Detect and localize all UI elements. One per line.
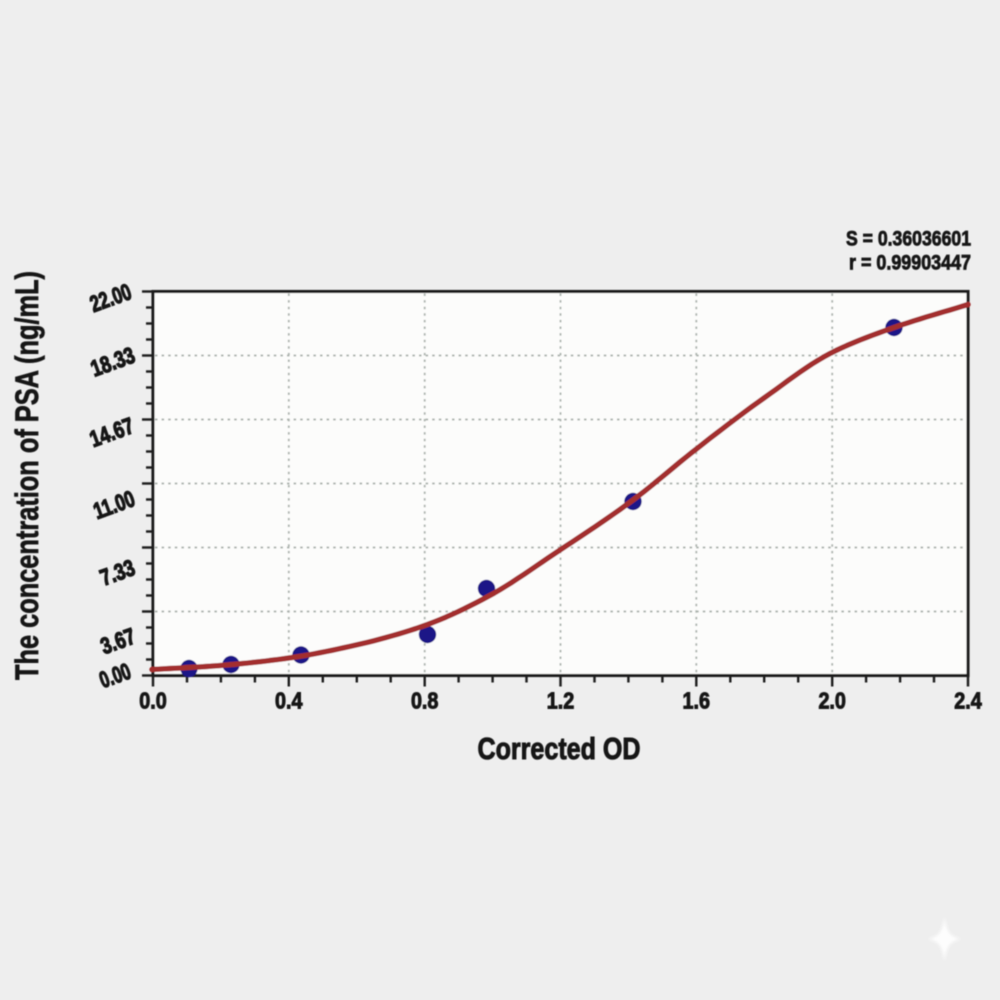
svg-text:The concentration of PSA (ng/m: The concentration of PSA (ng/mL) (9, 271, 45, 680)
svg-text:0.8: 0.8 (411, 688, 439, 714)
svg-text:1.2: 1.2 (547, 688, 575, 714)
svg-text:0.0: 0.0 (139, 688, 167, 714)
svg-text:2.4: 2.4 (954, 688, 982, 714)
svg-text:2.0: 2.0 (818, 688, 846, 714)
svg-text:0.4: 0.4 (275, 688, 303, 714)
svg-text:S = 0.36036601: S = 0.36036601 (846, 228, 971, 251)
svg-text:1.6: 1.6 (683, 688, 711, 714)
svg-text:r = 0.99903447: r = 0.99903447 (849, 252, 971, 275)
svg-text:Corrected OD: Corrected OD (478, 731, 641, 766)
